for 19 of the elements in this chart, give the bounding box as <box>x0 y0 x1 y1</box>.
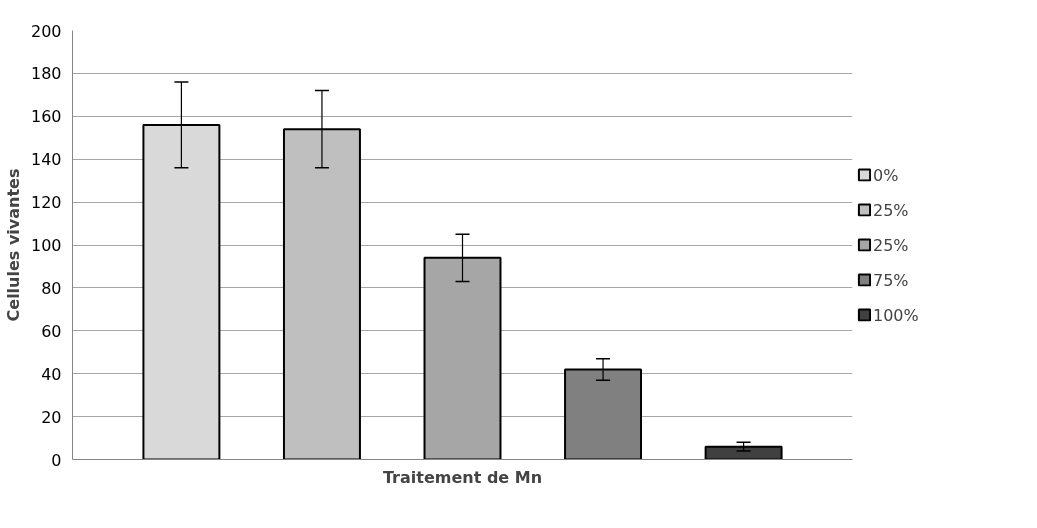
y-tick-label: 20 <box>41 407 62 427</box>
y-tick-label: 60 <box>41 321 62 341</box>
y-tick-label: 120 <box>30 193 62 213</box>
y-tick-label: 0 <box>51 450 62 470</box>
legend-label: 100% <box>873 305 919 324</box>
y-tick-label: 200 <box>30 21 62 41</box>
y-tick-label: 140 <box>30 150 62 170</box>
x-axis-title: Traitement de Mn <box>382 467 543 487</box>
y-tick-label: 180 <box>30 64 62 84</box>
y-axis-title: Cellules vivantes <box>3 168 23 322</box>
legend-label: 25% <box>873 235 909 254</box>
legend-label: 75% <box>873 270 909 289</box>
y-tick-label: 160 <box>30 107 62 127</box>
legend-label: 25% <box>873 200 909 219</box>
y-tick-label: 100 <box>30 236 62 255</box>
bar <box>704 445 783 460</box>
y-tick-label: 40 <box>41 364 62 384</box>
legend-label: 0% <box>873 165 899 184</box>
y-tick-label: 80 <box>41 278 62 298</box>
